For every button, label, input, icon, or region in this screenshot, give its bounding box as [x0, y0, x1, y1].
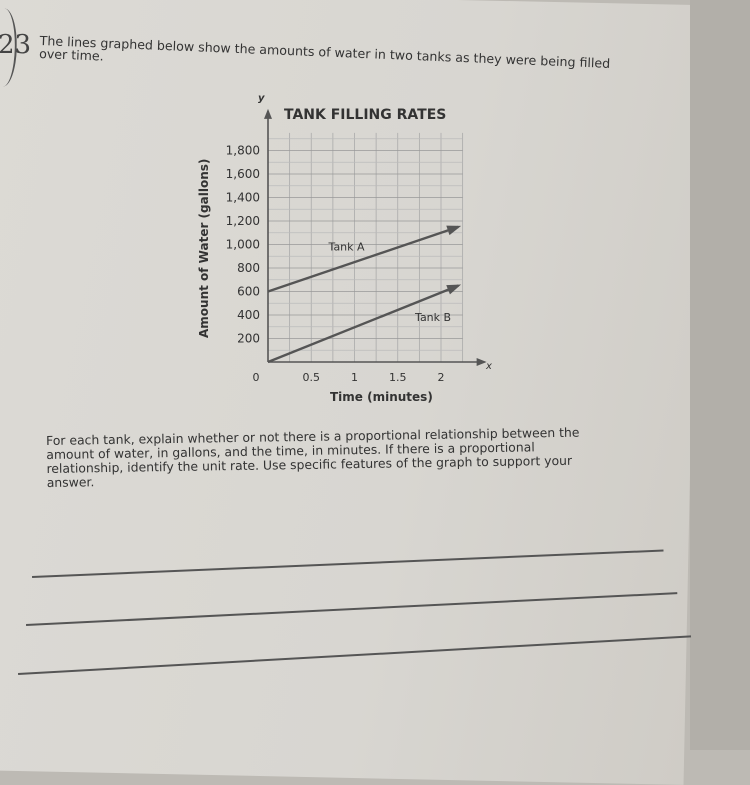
x-tick-label: 0.5	[303, 371, 321, 384]
x-axis-arrow	[476, 358, 487, 366]
y-tick-label: 600	[237, 285, 260, 299]
series-arrow	[446, 225, 462, 236]
y-axis-arrow	[264, 108, 272, 119]
x-tick-label: 1	[351, 371, 358, 384]
y-tick-label: 1,200	[226, 214, 260, 228]
y-tick-label: 1,800	[226, 144, 260, 158]
background-page	[690, 0, 750, 750]
series-line-tank-a	[267, 225, 459, 293]
series-line-tank-b	[267, 284, 459, 364]
question-prompt: For each tank, explain whether or not th…	[45, 424, 580, 490]
x-tick-label: 1.5	[389, 371, 407, 384]
x-axis-symbol: x	[485, 361, 492, 372]
y-tick-label: 1,400	[226, 191, 260, 205]
y-axis-label: Amount of Water (gallons)	[197, 159, 211, 338]
x-tick-label: 0	[253, 371, 260, 384]
y-tick-label: 800	[237, 261, 260, 275]
y-axis-symbol: y	[258, 93, 265, 104]
x-tick-label: 2	[438, 371, 445, 384]
x-axis-label: Time (minutes)	[330, 390, 433, 404]
question-number: 23	[0, 30, 32, 60]
y-tick-label: 200	[237, 332, 260, 346]
series-label: Tank B	[414, 311, 451, 324]
tank-filling-chart: TANK FILLING RATES y x Amount of Water (…	[197, 93, 492, 404]
chart-title: TANK FILLING RATES	[284, 107, 446, 123]
series-arrow	[446, 284, 462, 295]
y-tick-label: 1,600	[226, 167, 260, 181]
y-tick-label: 1,000	[226, 238, 260, 252]
y-tick-label: 400	[237, 308, 260, 322]
series-label: Tank A	[328, 241, 365, 254]
